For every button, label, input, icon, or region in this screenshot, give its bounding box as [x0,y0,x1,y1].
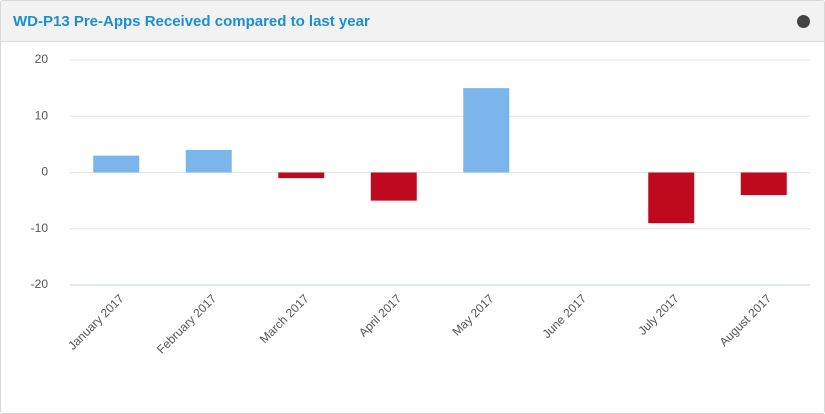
bar [463,88,510,173]
x-tick-label: May 2017 [449,291,496,338]
y-tick-label: 10 [35,108,49,122]
x-tick-label: January 2017 [65,291,127,353]
bar [185,150,232,173]
x-tick-label: August 2017 [717,291,775,349]
bar [370,172,417,201]
x-tick-label: March 2017 [257,291,312,346]
y-tick-label: -20 [31,277,49,291]
info-icon[interactable] [797,15,810,28]
bar [93,155,140,173]
bar [740,172,787,195]
bar [648,172,695,224]
y-tick-label: 0 [41,165,48,179]
x-tick-label: June 2017 [540,291,590,341]
chart-title: WD-P13 Pre-Apps Received compared to las… [13,13,370,30]
y-tick-label: -10 [31,221,49,235]
widget-header: WD-P13 Pre-Apps Received compared to las… [1,1,824,42]
x-tick-label: July 2017 [635,291,681,337]
x-tick-label: April 2017 [356,291,404,339]
bar [278,172,325,179]
y-tick-label: 20 [35,52,49,66]
x-tick-label: February 2017 [154,291,219,356]
